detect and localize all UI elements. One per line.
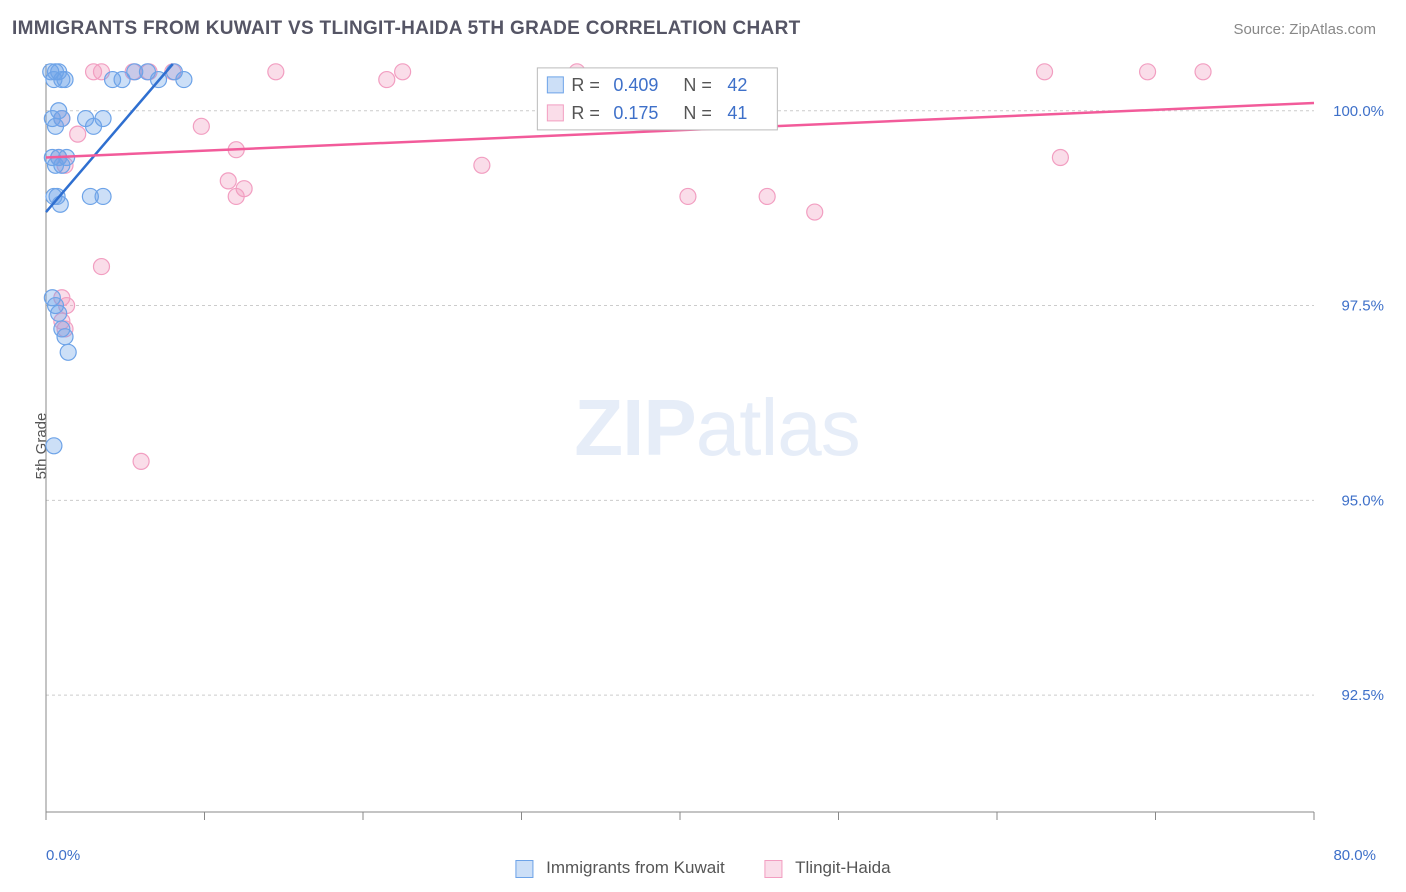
legend-swatch-kuwait bbox=[515, 860, 533, 878]
chart-area: 92.5% 95.0% 97.5% 100.0% R = 0.409 N = 42 R = 0.1… bbox=[40, 56, 1394, 832]
svg-text:92.5%: 92.5% bbox=[1341, 687, 1384, 704]
chart-title: IMMIGRANTS FROM KUWAIT VS TLINGIT-HAIDA … bbox=[12, 18, 801, 40]
svg-text:R =: R = bbox=[571, 75, 600, 95]
legend-item-kuwait: Immigrants from Kuwait bbox=[515, 858, 724, 878]
legend-label-tlingit: Tlingit-Haida bbox=[795, 858, 890, 877]
svg-text:N =: N = bbox=[683, 103, 712, 123]
legend-swatch-tlingit bbox=[765, 860, 783, 878]
svg-text:0.175: 0.175 bbox=[613, 103, 658, 123]
x-tick-min: 0.0% bbox=[46, 847, 80, 864]
x-tick-max: 80.0% bbox=[1333, 847, 1376, 864]
legend-item-tlingit: Tlingit-Haida bbox=[765, 858, 891, 878]
svg-text:0.409: 0.409 bbox=[613, 75, 658, 95]
bottom-legend: Immigrants from Kuwait Tlingit-Haida bbox=[515, 858, 890, 878]
svg-text:97.5%: 97.5% bbox=[1341, 298, 1384, 315]
svg-text:100.0%: 100.0% bbox=[1333, 103, 1384, 120]
svg-text:42: 42 bbox=[727, 75, 747, 95]
legend-label-kuwait: Immigrants from Kuwait bbox=[546, 858, 725, 877]
scatter-plot-svg: 92.5% 95.0% 97.5% 100.0% R = 0.409 N = 42 R = 0.1… bbox=[40, 56, 1394, 832]
svg-text:R =: R = bbox=[571, 103, 600, 123]
svg-text:95.0%: 95.0% bbox=[1341, 492, 1384, 509]
svg-text:N =: N = bbox=[683, 75, 712, 95]
source-text: Source: ZipAtlas.com bbox=[1233, 21, 1376, 38]
svg-text:41: 41 bbox=[727, 103, 747, 123]
